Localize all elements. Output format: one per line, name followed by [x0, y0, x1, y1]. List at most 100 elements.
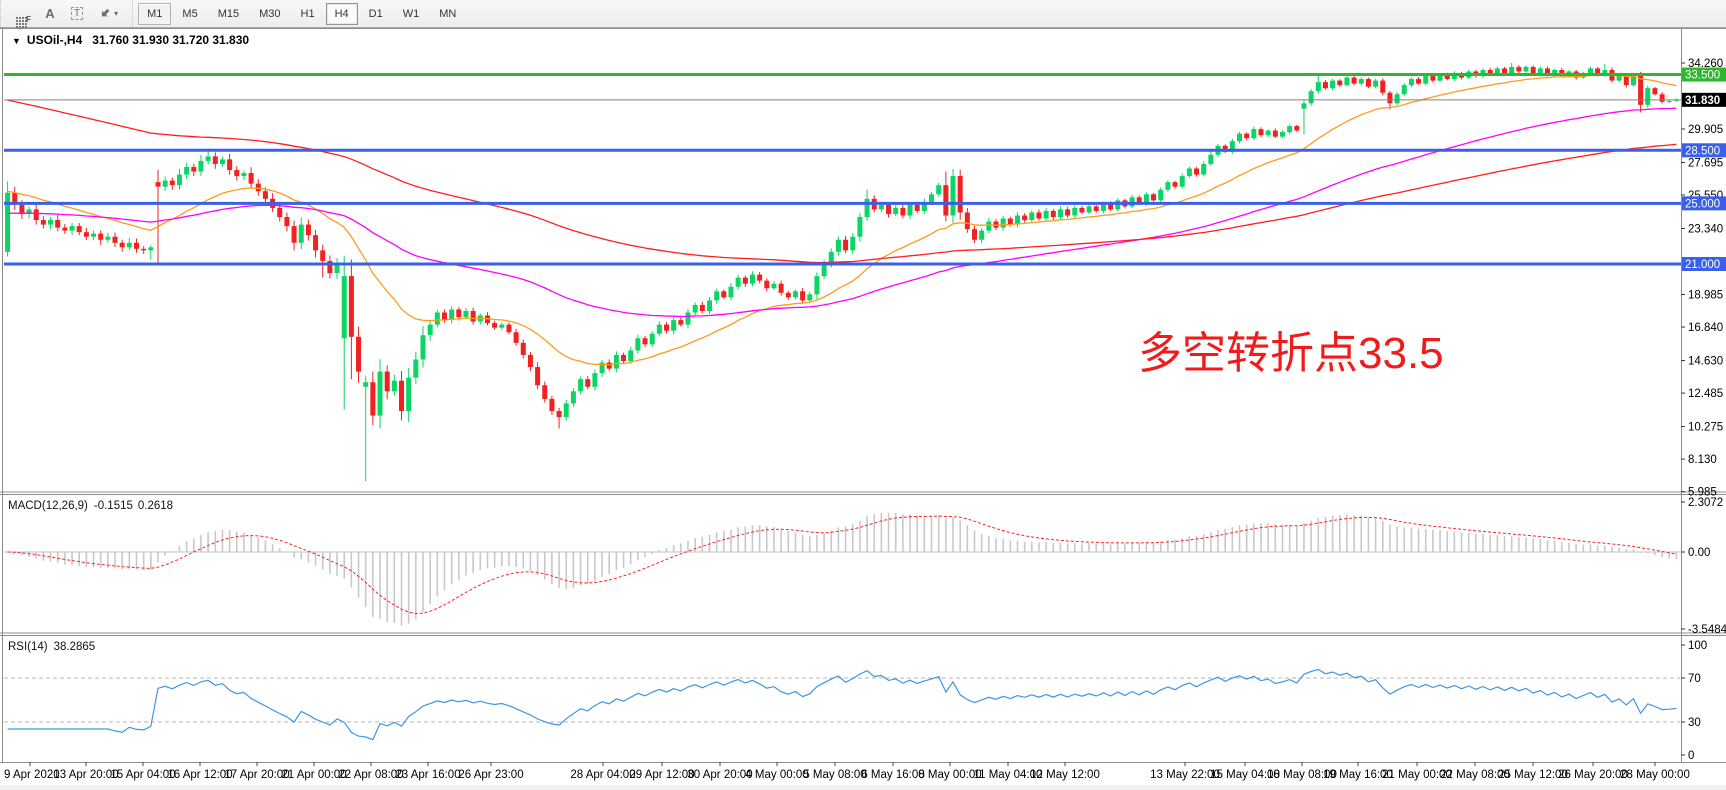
time-axis-label: 30 Apr 20:00: [687, 769, 752, 781]
candle-body: [893, 207, 899, 214]
candle-body: [12, 192, 18, 205]
price-axis-tick-label: 12.485: [1688, 388, 1723, 400]
fibo-grid-tool-button[interactable]: F: [8, 3, 36, 28]
candle-body: [141, 248, 147, 251]
candle-body: [1451, 73, 1457, 80]
price-level-tag-label: 25.000: [1685, 198, 1720, 210]
candle-body: [1244, 133, 1250, 139]
candle-body: [356, 336, 362, 372]
candle-body: [864, 198, 870, 218]
time-axis-label: 22 May 08:00: [1440, 769, 1510, 781]
candle-body: [1394, 94, 1400, 104]
candle-body: [1287, 126, 1293, 133]
candle-body: [671, 320, 677, 331]
price-level-tag: [1682, 196, 1726, 211]
text-label-tool-button[interactable]: T: [64, 3, 90, 25]
candle-body: [943, 185, 949, 216]
timeframe-button-m30[interactable]: M30: [250, 3, 289, 25]
candle-body: [134, 242, 140, 249]
candle-body: [1143, 194, 1149, 204]
candle-body: [384, 371, 390, 392]
time-axis-label: 13 May 22:00: [1150, 769, 1220, 781]
candle-body: [714, 291, 720, 301]
candle-body: [843, 239, 849, 251]
time-axis-label: 25 May 12:00: [1498, 769, 1568, 781]
candle-body: [936, 185, 942, 195]
candle-body: [1437, 74, 1443, 81]
candle-body: [785, 292, 791, 298]
dropdown-caret-icon: ▾: [114, 9, 119, 18]
time-axis-label: 19 May 16:00: [1323, 769, 1393, 781]
candle-body: [155, 182, 161, 187]
candle-body: [399, 380, 405, 412]
candle-body: [119, 242, 125, 248]
candle-body: [1265, 130, 1271, 136]
candle-body: [1373, 80, 1379, 87]
text-tool-button[interactable]: A: [38, 3, 62, 25]
candle-body: [749, 274, 755, 284]
candle-body: [764, 280, 770, 289]
rsi-header: RSI(14) 38.2865: [8, 641, 95, 653]
candle-body: [778, 283, 784, 293]
timeframe-button-h4[interactable]: H4: [325, 2, 358, 25]
candle-body: [1602, 69, 1608, 75]
candle-body: [563, 403, 569, 418]
candle-body: [850, 236, 856, 251]
candle-body: [40, 220, 46, 225]
timeframe-button-m15[interactable]: M15: [209, 3, 248, 25]
candle-body: [1201, 163, 1207, 175]
macd-histogram: [13, 512, 1678, 626]
candle-body: [363, 382, 369, 387]
candle-body: [1108, 203, 1114, 210]
timeframe-button-w1[interactable]: W1: [394, 3, 429, 25]
price-level-tag-label: 28.500: [1685, 145, 1720, 157]
candle-body: [800, 291, 806, 301]
candle-body: [1279, 132, 1285, 137]
timeframe-button-d1[interactable]: D1: [360, 3, 392, 25]
timeframe-button-h1[interactable]: H1: [292, 3, 324, 25]
timeframe-button-mn[interactable]: MN: [430, 3, 465, 25]
collapse-arrow-icon[interactable]: ▼: [12, 36, 21, 46]
candle-body: [699, 304, 705, 311]
candle-body: [248, 173, 254, 184]
rsi-axis-label: 70: [1688, 673, 1701, 685]
candle-body: [105, 236, 111, 240]
timeframe-button-m5[interactable]: M5: [173, 3, 206, 25]
candle-body: [341, 276, 347, 339]
candle-body: [1523, 66, 1529, 72]
time-axis-label: 4 May 00:00: [745, 769, 808, 781]
timeframe-button-m1[interactable]: M1: [138, 2, 172, 25]
candle-body: [184, 166, 190, 175]
candle-body: [1086, 206, 1092, 213]
candle-body: [1630, 76, 1636, 86]
rsi-axis-label: 30: [1688, 717, 1701, 729]
candle-body: [1559, 69, 1565, 77]
candle-body: [255, 183, 261, 192]
candle-body: [929, 194, 935, 202]
candle-body: [1000, 218, 1006, 228]
arrows-tool-button[interactable]: ▾: [92, 3, 125, 25]
price-axis-tick-label: 16.840: [1688, 322, 1723, 334]
macd-label: MACD(12,26,9): [8, 500, 88, 512]
candle-body: [706, 300, 712, 311]
candle-body: [76, 226, 82, 233]
price-axis-tick-label: 18.985: [1688, 290, 1723, 302]
candle-body: [900, 207, 906, 216]
candle-body: [520, 342, 526, 355]
price-level-tag-label: 33.500: [1685, 70, 1720, 82]
macd-axis-label: 0.00: [1688, 547, 1710, 559]
price-axis-tick-label: 8.130: [1688, 454, 1717, 466]
candle-body: [1623, 76, 1629, 86]
candle-body: [1530, 66, 1536, 74]
candle-body: [1616, 76, 1622, 81]
text-label-icon: T: [71, 7, 84, 20]
candle-body: [1237, 133, 1243, 142]
candle-body: [1007, 218, 1013, 225]
candle-body: [1208, 154, 1214, 164]
candle-body: [1537, 68, 1543, 74]
candle-body: [1516, 66, 1522, 72]
candle-body: [771, 283, 777, 289]
mid-ma-line: [7, 107, 1677, 318]
chart-annotation-text: 多空转折点33.5: [1138, 329, 1444, 378]
